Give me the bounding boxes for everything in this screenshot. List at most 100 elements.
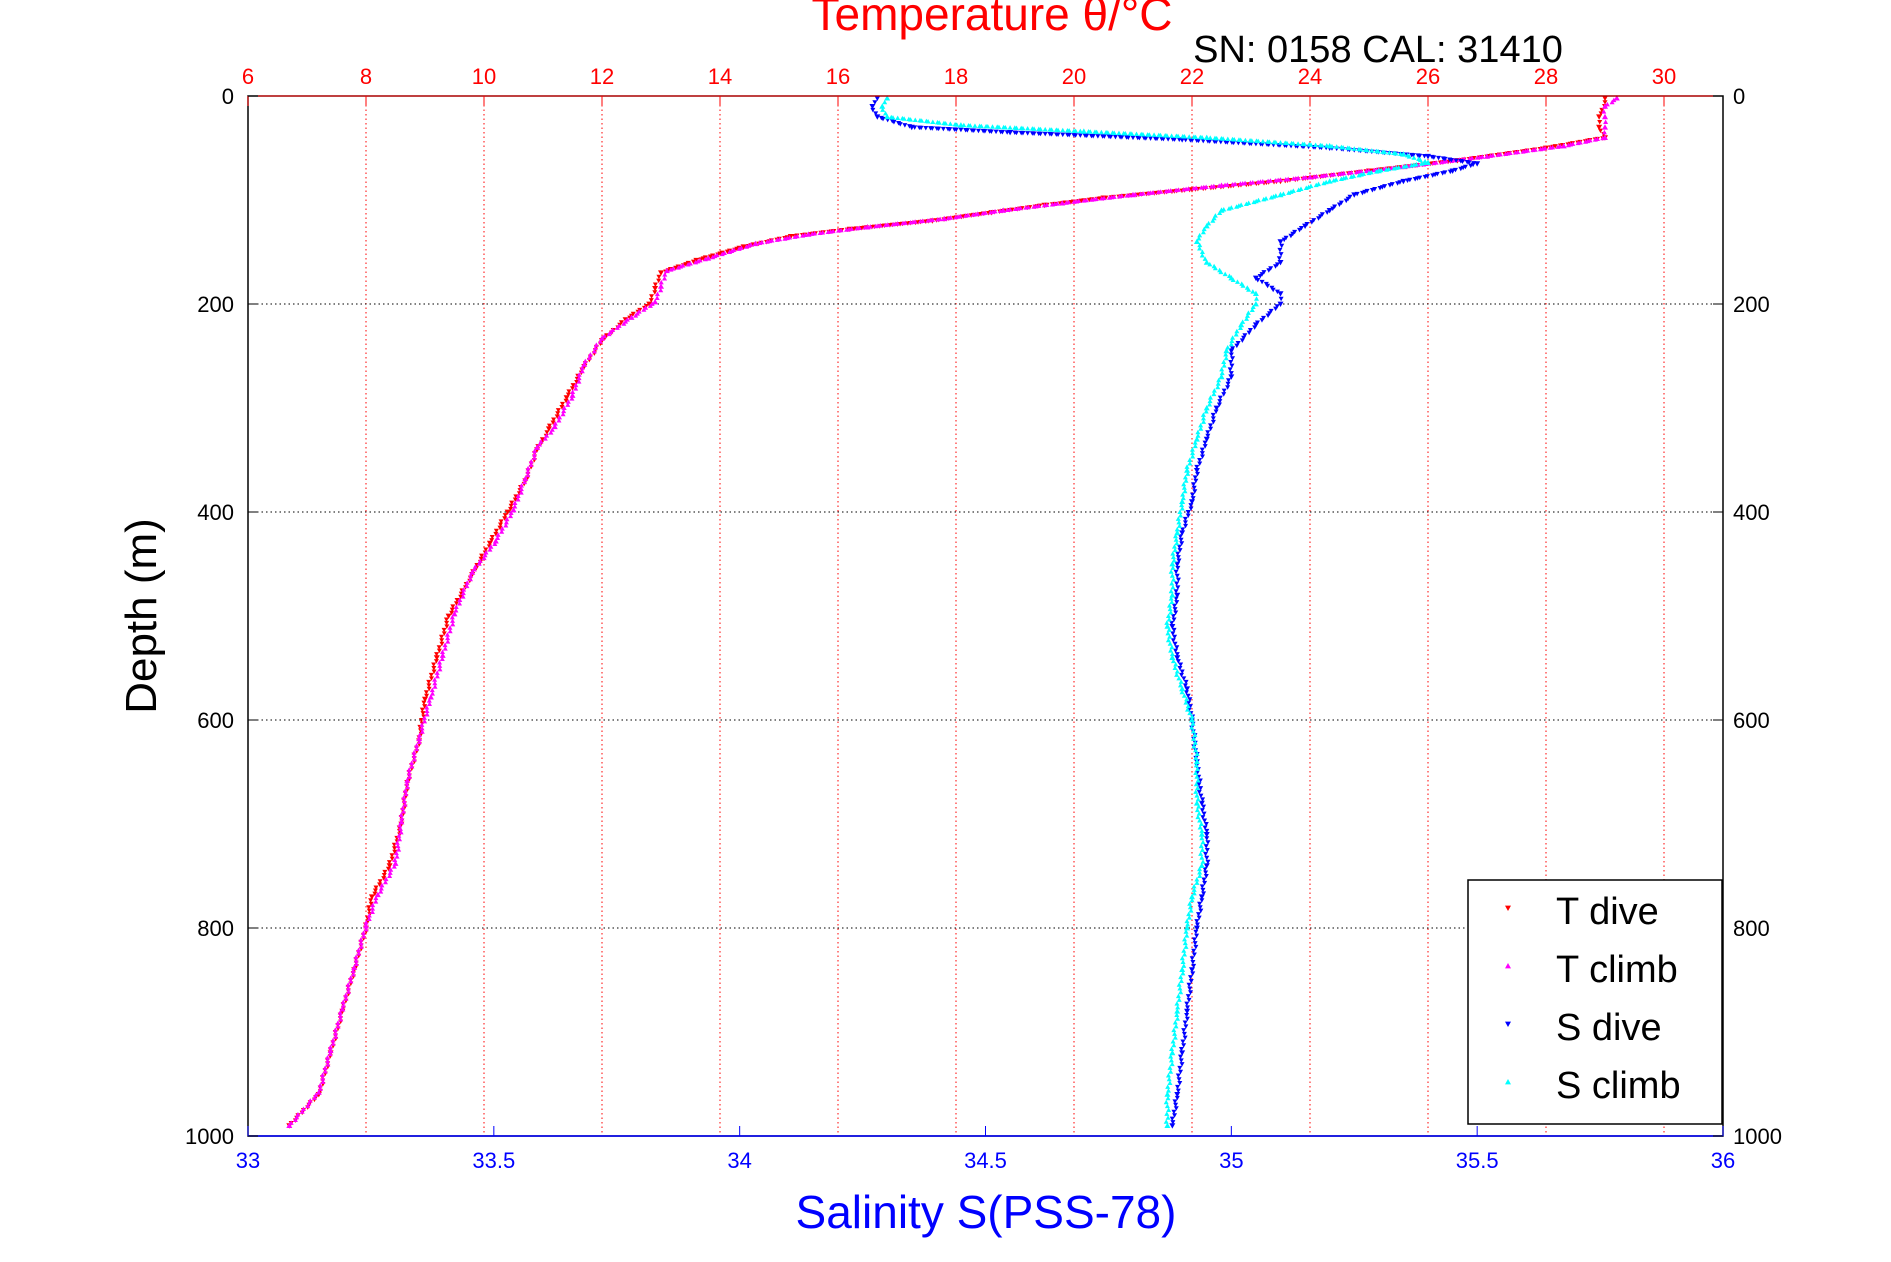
profile-sample: [1037, 126, 1043, 132]
profile-sample: [1421, 154, 1427, 159]
profile-sample: [1165, 637, 1171, 643]
data-point: [486, 540, 493, 547]
profile-sample: [1254, 296, 1260, 301]
profile-sample: [1173, 537, 1179, 542]
profile-sample: [1467, 156, 1473, 161]
depth-tick-label-right: 200: [1733, 292, 1770, 317]
profile-sample: [449, 614, 455, 620]
profile-sample: [1495, 152, 1501, 157]
profile-sample: [1221, 363, 1227, 368]
profile-sample: [1474, 155, 1480, 160]
profile-sample: [1172, 1035, 1178, 1040]
profile-sample: [437, 666, 443, 672]
profile-sample: [1225, 378, 1231, 383]
profile-sample: [947, 121, 953, 126]
profile-sample: [1391, 166, 1397, 171]
profile-sample: [422, 718, 428, 724]
profile-sample: [392, 846, 398, 851]
profile-sample: [1439, 159, 1445, 165]
profile-sample: [1193, 134, 1199, 140]
profile-sample: [1601, 129, 1607, 135]
data-point: [1164, 1122, 1171, 1128]
profile-sample: [481, 555, 487, 561]
profile-sample: [1168, 1054, 1174, 1059]
profile-sample: [1179, 672, 1185, 678]
data-point: [1277, 260, 1284, 266]
profile-sample: [1154, 136, 1160, 142]
ticks-layer: 6 8 10 12 14 16 18 20 22 24 26 28 30 0 0 200 200 400 400 60…: [185, 64, 1782, 1173]
profile-sample: [1184, 933, 1190, 938]
profile-sample: [673, 265, 679, 271]
profile-sample: [1190, 450, 1196, 456]
profile-sample: [1081, 198, 1087, 203]
profile-sample: [587, 352, 593, 357]
profile-sample: [502, 513, 508, 518]
profile-sample: [1243, 201, 1249, 206]
profile-sample: [388, 867, 394, 872]
profile-sample: [454, 598, 460, 603]
profile-sample: [1172, 137, 1178, 142]
data-point: [1252, 301, 1259, 307]
profile-sample: [1077, 128, 1083, 134]
profile-sample: [1171, 617, 1177, 622]
profile-sample: [450, 604, 456, 609]
profile-sample: [1173, 569, 1179, 575]
profile-sample: [1193, 755, 1199, 760]
profile-sample: [447, 628, 453, 634]
data-point: [1193, 800, 1200, 806]
data-point: [1203, 223, 1210, 229]
profile-sample: [1184, 1016, 1190, 1022]
profile-sample: [1014, 125, 1020, 130]
profile-sample: [370, 906, 376, 911]
data-point: [1596, 124, 1603, 131]
profile-sample: [402, 788, 408, 793]
profile-sample: [1225, 381, 1231, 387]
profile-sample: [1216, 402, 1222, 408]
profile-sample: [512, 503, 518, 509]
profile-sample: [1213, 139, 1219, 145]
profile-sample: [495, 535, 501, 540]
profile-sample: [1198, 426, 1204, 431]
profile-sample: [1189, 492, 1195, 498]
profile-sample: [1207, 139, 1213, 144]
profile-sample: [1460, 159, 1466, 165]
profile-sample: [1601, 109, 1607, 114]
profile-sample: [325, 1058, 331, 1064]
profile-sample: [532, 448, 538, 453]
profile-sample: [1296, 187, 1302, 192]
profile-sample: [1192, 732, 1198, 738]
series-s-dive: [869, 95, 1481, 1129]
profile-sample: [1229, 363, 1235, 369]
profile-sample: [1177, 1081, 1183, 1086]
profile-sample: [996, 124, 1002, 130]
profile-sample: [382, 879, 388, 885]
profile-sample: [1369, 187, 1375, 193]
profile-sample: [1401, 164, 1407, 169]
profile-sample: [350, 968, 356, 973]
profile-sample: [633, 313, 639, 318]
profile-sample: [1247, 328, 1253, 333]
profile-sample: [1073, 128, 1079, 134]
profile-sample: [1208, 426, 1214, 432]
profile-sample: [1197, 866, 1203, 872]
profile-sample: [1313, 182, 1319, 188]
profile-sample: [472, 564, 478, 569]
profile-sample: [528, 458, 534, 464]
profile-sample: [431, 669, 437, 674]
depth-tick-label-right: 0: [1733, 84, 1745, 109]
profile-sample: [1177, 548, 1183, 553]
profile-sample: [372, 888, 378, 894]
profile-sample: [1170, 554, 1176, 560]
profile-sample: [621, 321, 627, 326]
profile-sample: [1309, 220, 1315, 225]
profile-sample: [1230, 356, 1236, 361]
data-point: [1179, 530, 1186, 536]
profile-sample: [397, 822, 403, 828]
profile-sample: [1254, 320, 1260, 325]
data-point: [1179, 966, 1186, 972]
profile-sample: [1042, 126, 1048, 132]
series-t-climb: [286, 95, 1620, 1128]
profile-sample: [1191, 482, 1197, 487]
profile-sample: [1020, 125, 1026, 131]
profile-sample: [1200, 859, 1206, 864]
